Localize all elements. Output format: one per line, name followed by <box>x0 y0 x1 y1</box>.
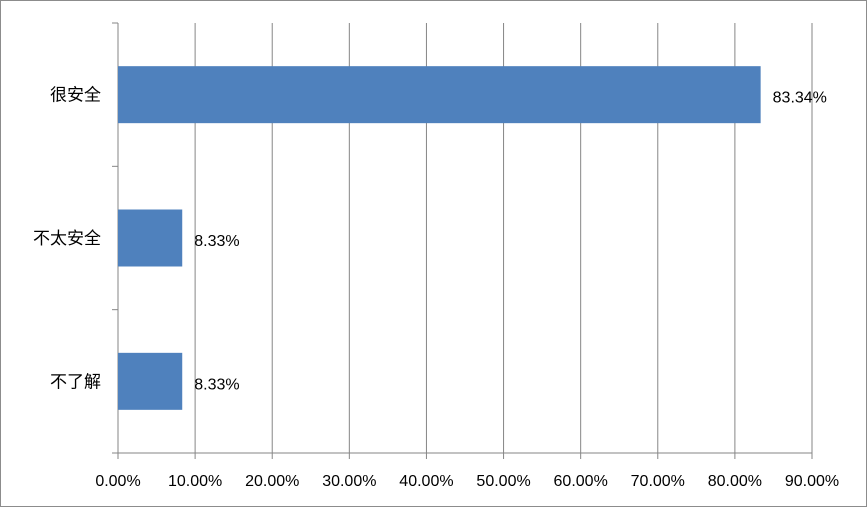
x-tick-label: 10.00% <box>168 473 222 490</box>
x-tick-label: 30.00% <box>322 473 376 490</box>
category-label: 不太安全 <box>33 229 101 249</box>
x-tick-label: 20.00% <box>245 473 299 490</box>
data-label: 8.33% <box>194 376 239 393</box>
bars <box>118 66 761 410</box>
x-tick-label: 70.00% <box>631 473 685 490</box>
category-label: 很安全 <box>50 86 101 106</box>
x-tick-label: 80.00% <box>708 473 762 490</box>
data-label: 8.33% <box>194 233 239 250</box>
x-tick-label: 0.00% <box>95 473 140 490</box>
bar <box>118 352 183 410</box>
data-label: 83.34% <box>773 90 827 107</box>
x-tick-label: 60.00% <box>554 473 608 490</box>
x-tick-label: 50.00% <box>476 473 530 490</box>
bar <box>118 209 183 267</box>
labels: 0.00% 10.00% 20.00% 30.00% 40.00% 50.00% 60.00… <box>33 86 839 490</box>
x-tick-label: 40.00% <box>399 473 453 490</box>
bar <box>118 66 761 124</box>
category-label: 不了解 <box>50 372 101 392</box>
x-tick-label: 90.00% <box>785 473 839 490</box>
